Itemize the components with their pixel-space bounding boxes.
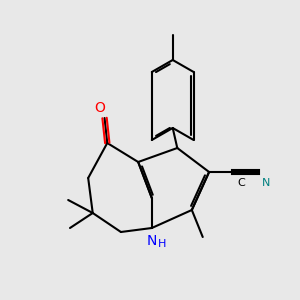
Text: N: N <box>262 178 270 188</box>
Text: N: N <box>147 234 157 248</box>
Text: H: H <box>158 239 166 249</box>
Text: C: C <box>238 178 245 188</box>
Text: O: O <box>94 101 105 115</box>
